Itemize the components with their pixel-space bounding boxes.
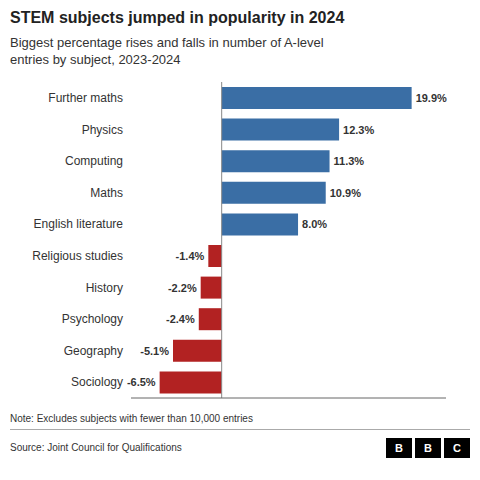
svg-text:Psychology: Psychology <box>62 312 123 326</box>
html-text:Source: Joint Council for Qual: Source: Joint Council for Qualifications <box>10 442 182 453</box>
svg-text:Sociology: Sociology <box>71 375 123 389</box>
svg-text:-2.2%: -2.2% <box>168 282 197 294</box>
html-text:B: B <box>395 442 403 454</box>
svg-text:English literature: English literature <box>34 217 124 231</box>
svg-text:Religious studies: Religious studies <box>32 249 123 263</box>
html-text:STEM subjects jumped in popula: STEM subjects jumped in popularity in 20… <box>10 9 345 26</box>
html-text:Note: Excludes subjects with f: Note: Excludes subjects with fewer than … <box>10 413 253 424</box>
svg-text:Further maths: Further maths <box>48 91 123 105</box>
svg-text:Maths: Maths <box>90 186 123 200</box>
svg-text:-2.4%: -2.4% <box>166 313 195 325</box>
svg-text:-5.1%: -5.1% <box>140 345 169 357</box>
svg-text:Computing: Computing <box>65 154 123 168</box>
svg-text:-6.5%: -6.5% <box>127 376 156 388</box>
svg-text:11.3%: 11.3% <box>334 155 365 167</box>
svg-text:History: History <box>86 281 123 295</box>
svg-text:19.9%: 19.9% <box>416 92 447 104</box>
html-text:B: B <box>424 442 432 454</box>
svg-text:12.3%: 12.3% <box>343 124 374 136</box>
svg-text:-1.4%: -1.4% <box>176 250 205 262</box>
svg-text:Geography: Geography <box>64 344 123 358</box>
svg-text:Physics: Physics <box>82 123 123 137</box>
html-text:Biggest percentage rises and f: Biggest percentage rises and falls in nu… <box>10 35 324 67</box>
svg-text:8.0%: 8.0% <box>302 218 327 230</box>
svg-text:10.9%: 10.9% <box>330 187 361 199</box>
html-text:C: C <box>453 442 461 454</box>
